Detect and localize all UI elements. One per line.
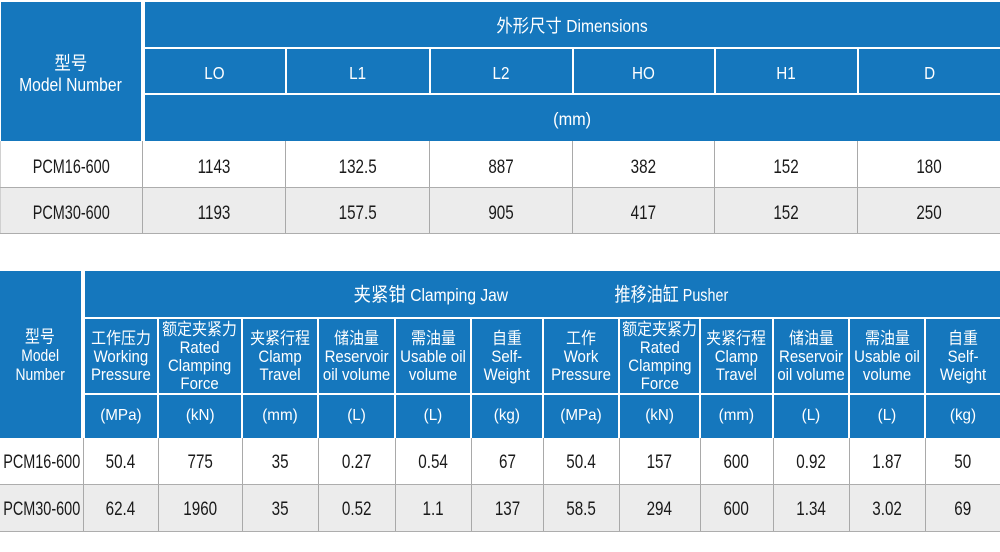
unit-cell: (L) xyxy=(773,394,849,438)
value-cell: 600 xyxy=(700,438,773,485)
value-cell: 62.4 xyxy=(83,485,158,532)
unit-cell: (kN) xyxy=(619,394,700,438)
unit-cell: (MPa) xyxy=(83,394,158,438)
value-cell: 600 xyxy=(700,485,773,532)
dimensions-table: Model Number Dimensions LO L1 L2 HO H1 D… xyxy=(0,2,1000,234)
value-cell: 1960 xyxy=(158,485,242,532)
value-cell: 58.5 xyxy=(543,485,619,532)
model-number-header-text: Model Number xyxy=(0,327,81,385)
dimensions-group-header-text: Dimensions xyxy=(144,16,1000,37)
unit-cell: (L) xyxy=(849,394,925,438)
model-cell: PCM30-600 xyxy=(1,187,143,233)
value-cell: 0.92 xyxy=(773,438,849,485)
model-number-header: Model Number xyxy=(0,271,83,438)
unit-cell: (mm) xyxy=(242,394,318,438)
section-title-clamping-jaw: Clamping Jaw xyxy=(354,284,508,306)
unit-cell: (mm) xyxy=(700,394,773,438)
value-cell: 887 xyxy=(430,141,573,187)
value-cell: 152 xyxy=(715,141,858,187)
units-row-mm: (mm) xyxy=(143,94,1000,141)
value-cell: 132.5 xyxy=(286,141,430,187)
value-cell: 3.02 xyxy=(849,485,925,532)
section-title-pusher: Pusher xyxy=(614,284,728,306)
value-cell: 50.4 xyxy=(83,438,158,485)
subheader-row: Working Pressure Rated Clamping Force Cl… xyxy=(0,318,1000,394)
col-header: Clamp Travel xyxy=(242,318,318,394)
header-row: Model Number Dimensions xyxy=(1,2,1000,48)
table-row: PCM30-600 1193 157.5 905 417 152 250 xyxy=(1,187,1000,233)
col-header-l2: L2 xyxy=(430,48,573,94)
col-header: Usable oil volume xyxy=(395,318,471,394)
value-cell: 1193 xyxy=(143,187,286,233)
col-header: Rated Clamping Force xyxy=(619,318,700,394)
value-cell: 1.87 xyxy=(849,438,925,485)
col-header: Self- Weight xyxy=(925,318,1000,394)
value-cell: 382 xyxy=(573,141,715,187)
value-cell: 50.4 xyxy=(543,438,619,485)
unit-cell: (L) xyxy=(318,394,395,438)
table-row: PCM16-600 1143 132.5 887 382 152 180 xyxy=(1,141,1000,187)
value-cell: 905 xyxy=(430,187,573,233)
model-cell: PCM16-600 xyxy=(0,438,83,485)
value-cell: 294 xyxy=(619,485,700,532)
value-cell: 35 xyxy=(242,485,318,532)
value-cell: 0.52 xyxy=(318,485,395,532)
value-cell: 417 xyxy=(573,187,715,233)
unit-cell: (L) xyxy=(395,394,471,438)
model-number-header-text: Model Number xyxy=(1,53,141,95)
subheader-row: LO L1 L2 HO H1 D xyxy=(1,48,1000,94)
col-header: Work Pressure xyxy=(543,318,619,394)
col-header-d: D xyxy=(858,48,1000,94)
model-cell: PCM30-600 xyxy=(0,485,83,532)
value-cell: 152 xyxy=(715,187,858,233)
value-cell: 67 xyxy=(471,438,543,485)
specs-table: Model Number Clamping Jaw Pusher Working… xyxy=(0,271,1000,533)
value-cell: 250 xyxy=(858,187,1000,233)
col-header: Reservoir oil volume xyxy=(318,318,395,394)
unit-cell: (kg) xyxy=(925,394,1000,438)
col-header-h0: HO xyxy=(573,48,715,94)
unit-cell: (kN) xyxy=(158,394,242,438)
value-cell: 157.5 xyxy=(286,187,430,233)
model-number-header: Model Number xyxy=(1,2,143,141)
dimensions-group-header: Dimensions xyxy=(143,2,1000,48)
value-cell: 775 xyxy=(158,438,242,485)
value-cell: 157 xyxy=(619,438,700,485)
col-header: Clamp Travel xyxy=(700,318,773,394)
col-header: Reservoir oil volume xyxy=(773,318,849,394)
units-row: (MPa) (kN) (mm) (L) (L) (kg) (MPa) (kN) … xyxy=(0,394,1000,438)
section-header: Clamping Jaw Pusher xyxy=(83,271,1000,318)
col-header: Working Pressure xyxy=(83,318,158,394)
model-cell: PCM16-600 xyxy=(1,141,143,187)
value-cell: 50 xyxy=(925,438,1000,485)
value-cell: 0.54 xyxy=(395,438,471,485)
units-row: (mm) xyxy=(1,94,1000,141)
col-header: Self- Weight xyxy=(471,318,543,394)
col-header: Rated Clamping Force xyxy=(158,318,242,394)
value-cell: 180 xyxy=(858,141,1000,187)
value-cell: 1.1 xyxy=(395,485,471,532)
value-cell: 0.27 xyxy=(318,438,395,485)
section-titles: Clamping Jaw Pusher xyxy=(85,283,1000,305)
col-header: Usable oil volume xyxy=(849,318,925,394)
header-row: Model Number Clamping Jaw Pusher xyxy=(0,271,1000,318)
value-cell: 137 xyxy=(471,485,543,532)
col-header-l0: LO xyxy=(143,48,286,94)
value-cell: 1.34 xyxy=(773,485,849,532)
unit-cell: (MPa) xyxy=(543,394,619,438)
col-header-l1: L1 xyxy=(286,48,430,94)
table-row: PCM30-600 62.4 1960 35 0.52 1.1 137 58.5… xyxy=(0,485,1000,532)
value-cell: 1143 xyxy=(143,141,286,187)
table-row: PCM16-600 50.4 775 35 0.27 0.54 67 50.4 … xyxy=(0,438,1000,485)
col-header-h1: H1 xyxy=(715,48,858,94)
value-cell: 69 xyxy=(925,485,1000,532)
value-cell: 35 xyxy=(242,438,318,485)
unit-cell: (kg) xyxy=(471,394,543,438)
